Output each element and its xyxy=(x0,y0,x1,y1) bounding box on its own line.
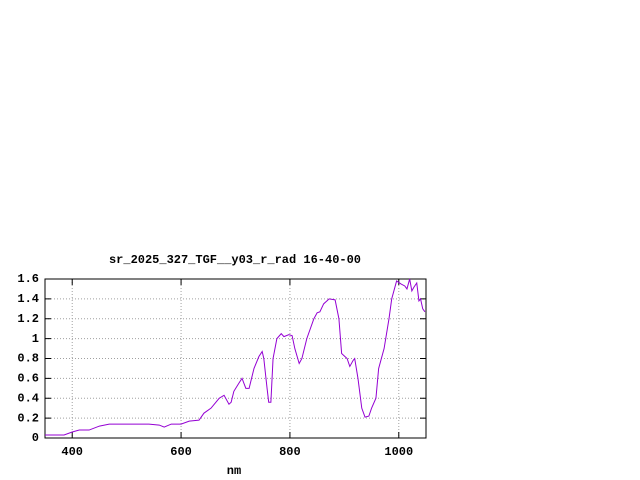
y-tick-label: 0.2 xyxy=(17,411,39,425)
x-tick-label: 1000 xyxy=(384,445,413,459)
y-tick-label: 0.6 xyxy=(17,372,39,386)
y-tick-label: 1.2 xyxy=(17,312,39,326)
y-tick-label: 0.8 xyxy=(17,352,39,366)
data-line xyxy=(45,278,426,436)
y-tick-label: 0 xyxy=(32,431,39,445)
chart-title: sr_2025_327_TGF__y03_r_rad 16-40-00 xyxy=(109,253,361,267)
y-tick-label: 1.4 xyxy=(17,292,39,306)
y-tick-label: 1 xyxy=(32,332,39,346)
x-axis-label: nm xyxy=(227,464,241,478)
y-tick-label: 1.6 xyxy=(17,272,39,286)
x-tick-label: 600 xyxy=(170,445,192,459)
x-tick-label: 400 xyxy=(61,445,83,459)
x-tick-label: 800 xyxy=(279,445,301,459)
y-tick-label: 0.4 xyxy=(17,391,39,405)
plot-frame xyxy=(44,278,427,439)
